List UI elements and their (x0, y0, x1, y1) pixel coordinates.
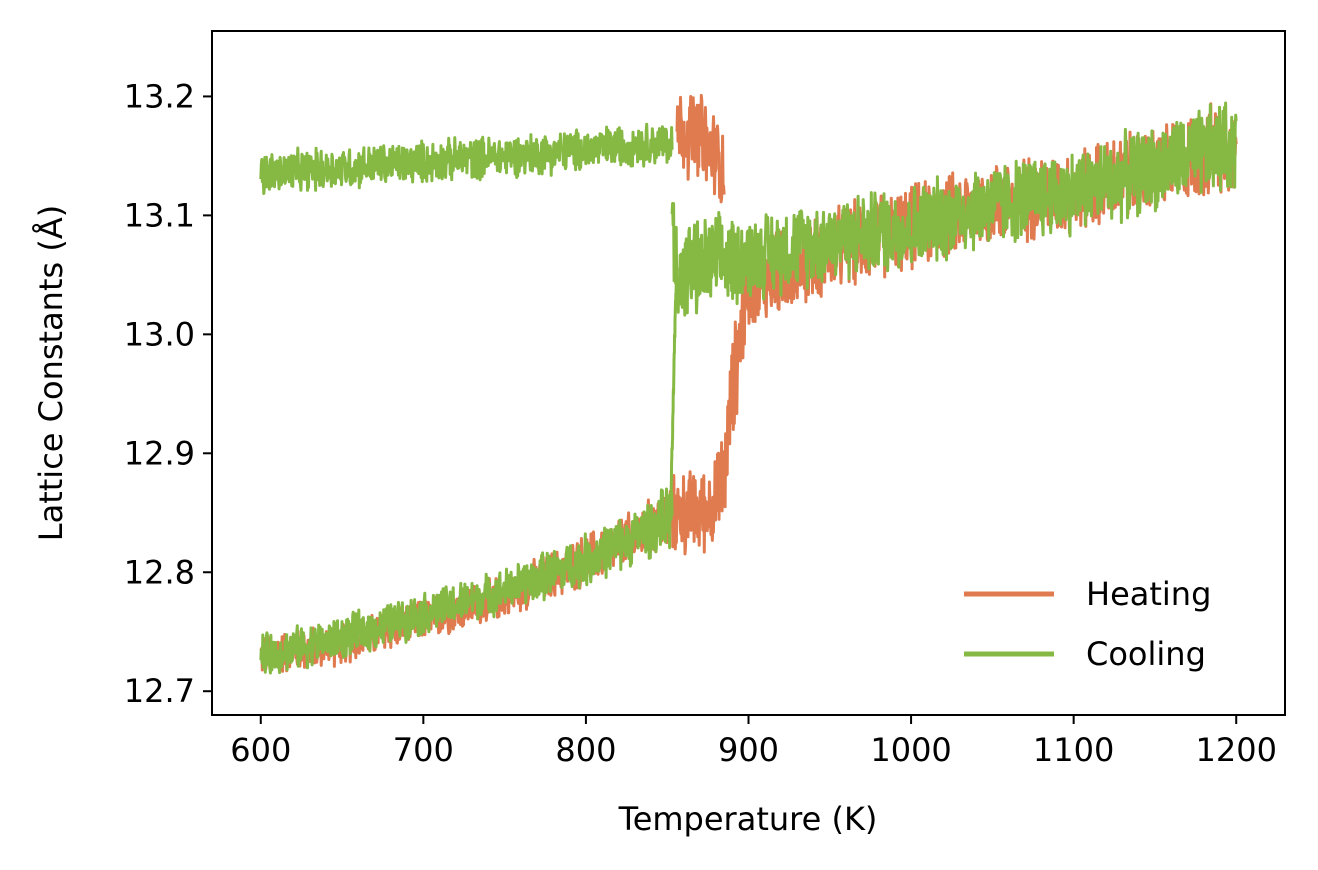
series-layer (259, 93, 1238, 675)
cooling-series-line (259, 487, 674, 675)
x-tick-label: 600 (230, 731, 291, 769)
legend-label-cooling: Cooling (1086, 635, 1206, 673)
x-axis: 600 700 800 900 1000 1100 1200 (230, 715, 1277, 769)
y-tick-label: 13.0 (124, 315, 195, 353)
cooling-series-line (259, 122, 674, 195)
x-axis-title: Temperature (K) (618, 800, 878, 838)
x-tick-label: 1000 (870, 731, 951, 769)
cooling-series-line (669, 267, 679, 509)
y-tick-label: 12.7 (124, 672, 195, 710)
x-tick-label: 1200 (1196, 731, 1277, 769)
x-tick-label: 700 (393, 731, 454, 769)
y-tick-label: 12.8 (124, 553, 195, 591)
x-tick-label: 900 (718, 731, 779, 769)
y-tick-label: 12.9 (124, 434, 195, 472)
y-axis: 12.7 12.8 12.9 13.0 13.1 13.2 (124, 77, 212, 710)
x-tick-label: 800 (555, 731, 616, 769)
y-tick-label: 13.1 (124, 196, 195, 234)
heating-series-line (675, 93, 726, 204)
y-axis-title: Lattice Constants (Å) (32, 205, 70, 541)
y-tick-label: 13.2 (124, 77, 195, 115)
x-tick-label: 1100 (1033, 731, 1114, 769)
cooling-series-line (670, 101, 1238, 317)
legend-label-heating: Heating (1086, 575, 1211, 613)
legend: Heating Cooling (964, 575, 1211, 673)
